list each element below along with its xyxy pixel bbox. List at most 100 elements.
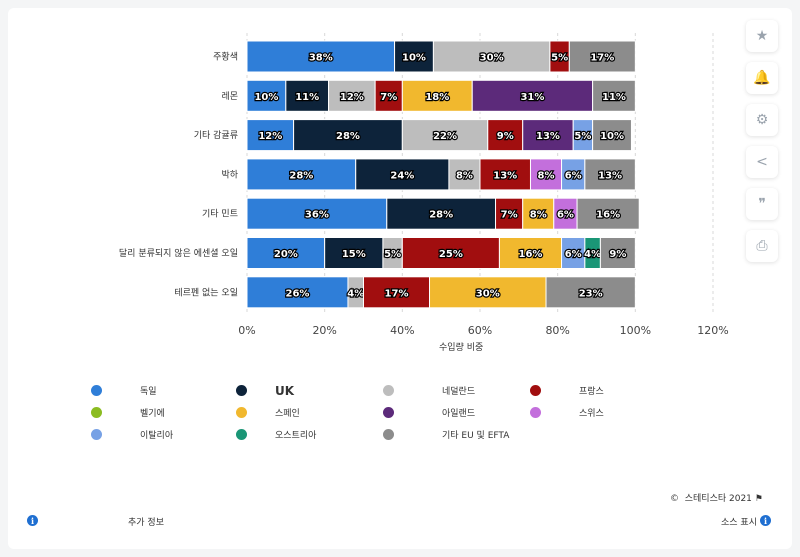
legend-swatch[interactable] <box>530 385 541 396</box>
bar-segment <box>487 119 524 152</box>
legend-label[interactable]: 스위스 <box>579 409 604 419</box>
legend-swatch[interactable] <box>383 407 394 418</box>
data-label: 10% <box>254 92 278 103</box>
x-axis-label: 수입량 비중 <box>439 341 483 353</box>
data-label: 26% <box>286 288 310 299</box>
bar-segment <box>246 276 349 309</box>
star-icon[interactable]: ★ <box>746 20 778 52</box>
data-label: 16% <box>596 210 620 221</box>
data-label: 5% <box>574 131 591 142</box>
data-label: 20% <box>274 249 298 260</box>
category-label: 테르펜 없는 오일 <box>174 287 238 298</box>
bar-segment <box>576 197 640 230</box>
category-label: 주황색 <box>213 52 238 63</box>
info-icon[interactable]: i <box>27 515 38 526</box>
x-tick-label: 60% <box>468 324 492 337</box>
bar-segment <box>246 119 295 152</box>
legend-label[interactable]: 이탈리아 <box>140 431 174 441</box>
data-label: 6% <box>557 210 574 221</box>
copyright: © 스테티스타 2021 ⚑ <box>670 491 763 504</box>
share-icon[interactable]: < <box>746 146 778 178</box>
bar-segment <box>401 237 500 269</box>
category-label: 레몬 <box>221 91 238 102</box>
legend-swatch[interactable] <box>383 385 394 396</box>
bar-segment <box>374 79 403 112</box>
data-label: 5% <box>551 53 568 64</box>
bar-segment <box>293 119 403 152</box>
print-icon[interactable]: ⎙ <box>746 230 778 262</box>
bar-segment <box>246 158 357 191</box>
data-label: 24% <box>390 170 414 181</box>
data-label: 4% <box>347 288 364 299</box>
copyright-icon: © <box>670 494 679 504</box>
data-label: 9% <box>609 249 626 260</box>
data-label: 9% <box>497 131 514 142</box>
data-label: 12% <box>340 92 364 103</box>
legend-label[interactable]: 프랑스 <box>579 387 604 397</box>
legend-label[interactable]: 스페인 <box>275 409 300 419</box>
data-label: 18% <box>425 92 449 103</box>
data-label: 13% <box>493 170 517 181</box>
legend-label[interactable]: 독일 <box>140 387 157 397</box>
show-source-link[interactable]: 소스 표시 <box>721 518 757 528</box>
x-tick-label: 40% <box>390 324 414 337</box>
data-label: 28% <box>336 131 360 142</box>
legend-swatch[interactable] <box>530 407 541 418</box>
bar-segment <box>479 158 531 191</box>
bar-segment <box>386 197 497 230</box>
legend-swatch[interactable] <box>383 429 394 440</box>
data-label: 28% <box>429 210 453 221</box>
data-label: 4% <box>584 249 601 260</box>
data-label: 36% <box>305 210 329 221</box>
data-label: 23% <box>579 288 603 299</box>
gear-icon[interactable]: ⚙ <box>746 104 778 136</box>
data-label: 7% <box>380 92 397 103</box>
data-label: 17% <box>385 288 409 299</box>
bar-segment <box>522 119 574 152</box>
legend-label[interactable]: 기타 EU 및 EFTA <box>442 431 510 441</box>
bar-segment <box>401 119 489 152</box>
bar-segment <box>432 40 551 73</box>
legend-swatch[interactable] <box>236 429 247 440</box>
data-label: 30% <box>480 53 504 64</box>
legend-label[interactable]: 벨기에 <box>140 409 165 419</box>
legend-swatch[interactable] <box>236 385 247 396</box>
data-label: 31% <box>520 92 544 103</box>
category-label: 기타 민트 <box>202 209 238 220</box>
legend-swatch[interactable] <box>91 429 102 440</box>
bell-icon[interactable]: 🔔 <box>746 62 778 94</box>
chart: 0% 20% 40% 60% 80% 100% 120% 수입량 비중 주황색 38% 10% 30%… <box>119 33 729 353</box>
bar-segment <box>429 276 547 309</box>
bar-segment <box>592 79 636 112</box>
data-label: 7% <box>501 210 518 221</box>
quote-icon[interactable]: ❞ <box>746 188 778 220</box>
legend-label[interactable]: 네덜란드 <box>442 387 476 397</box>
legend-swatch[interactable] <box>236 407 247 418</box>
data-label: 11% <box>602 92 626 103</box>
x-tick-label: 120% <box>697 324 728 337</box>
legend-swatch[interactable] <box>91 385 102 396</box>
x-tick-label: 0% <box>238 324 255 337</box>
source-info-icon[interactable]: i <box>760 515 771 526</box>
data-label: 13% <box>536 131 560 142</box>
more-info-link[interactable]: 추가 정보 <box>128 518 164 528</box>
data-label: 8% <box>530 210 547 221</box>
legend-label[interactable]: 오스트리아 <box>275 431 317 441</box>
data-label: 25% <box>439 249 463 260</box>
bar-segment <box>522 197 555 230</box>
data-label: 5% <box>384 249 401 260</box>
legend-label[interactable]: UK <box>275 384 295 398</box>
bar-segment <box>363 276 431 309</box>
legend-swatch[interactable] <box>91 407 102 418</box>
data-label: 16% <box>519 249 543 260</box>
bar-segment <box>246 197 388 230</box>
bar-segment <box>401 79 473 112</box>
data-label: 12% <box>258 131 282 142</box>
bar-segment <box>448 158 481 191</box>
legend-label[interactable]: 아일랜드 <box>442 409 476 419</box>
x-tick-label: 80% <box>545 324 569 337</box>
data-label: 8% <box>538 170 555 181</box>
category-label: 기타 감귤류 <box>194 129 238 141</box>
data-label: 30% <box>476 288 500 299</box>
bar-segment <box>246 40 396 73</box>
